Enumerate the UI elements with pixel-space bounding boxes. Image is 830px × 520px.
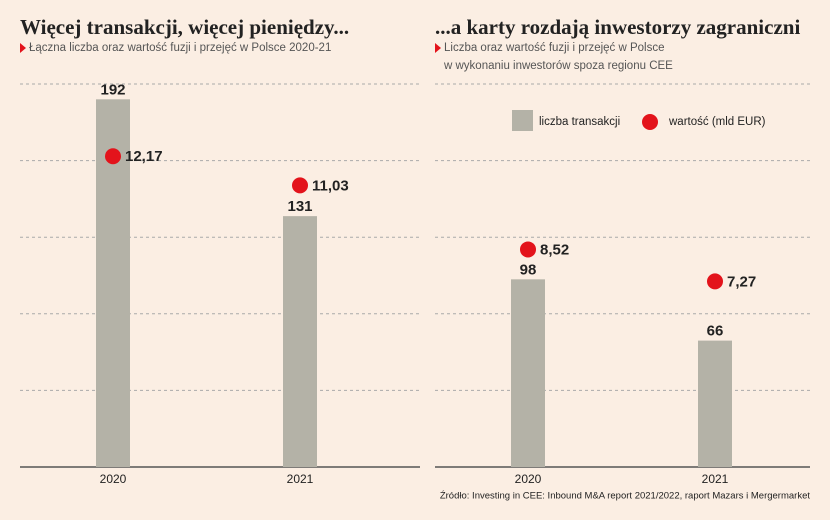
- value-label: 66: [707, 323, 724, 340]
- dot: [707, 273, 723, 290]
- legend-label: liczba transakcji: [539, 116, 620, 128]
- legend-label: wartość (mld EUR): [668, 116, 766, 128]
- value-label: 192: [100, 81, 125, 98]
- value-label: 131: [287, 198, 312, 215]
- value-label: 8,52: [540, 241, 569, 258]
- chart-title: ...a karty rozdają inwestorzy zagraniczn…: [435, 15, 800, 39]
- subtitle-marker: [435, 43, 441, 53]
- value-label: 11,03: [312, 177, 349, 194]
- legend-swatch: [642, 114, 658, 130]
- source: Źródło: Investing in CEE: Inbound M&A re…: [440, 491, 811, 502]
- x-tick-label: 2020: [515, 472, 542, 486]
- dot: [520, 241, 536, 258]
- dot: [292, 177, 308, 194]
- value-label: 98: [520, 261, 537, 278]
- value-label: 7,27: [727, 273, 756, 290]
- dot: [105, 148, 121, 165]
- x-tick-label: 2021: [287, 472, 314, 486]
- x-tick-label: 2021: [702, 472, 729, 486]
- bar: [283, 216, 317, 467]
- subtitle-marker: [20, 43, 26, 53]
- subtitle: Łączna liczba oraz wartość fuzji i przej…: [29, 42, 331, 54]
- legend-swatch: [512, 110, 533, 131]
- x-tick-label: 2020: [100, 472, 127, 486]
- chart-title: Więcej transakcji, więcej pieniędzy...: [20, 15, 349, 39]
- bar: [698, 340, 732, 467]
- subtitle: w wykonaniu inwestorów spoza regionu CEE: [443, 60, 673, 72]
- bar: [511, 279, 545, 467]
- value-label: 12,17: [125, 148, 163, 165]
- subtitle: Liczba oraz wartość fuzji i przejęć w Po…: [444, 42, 665, 54]
